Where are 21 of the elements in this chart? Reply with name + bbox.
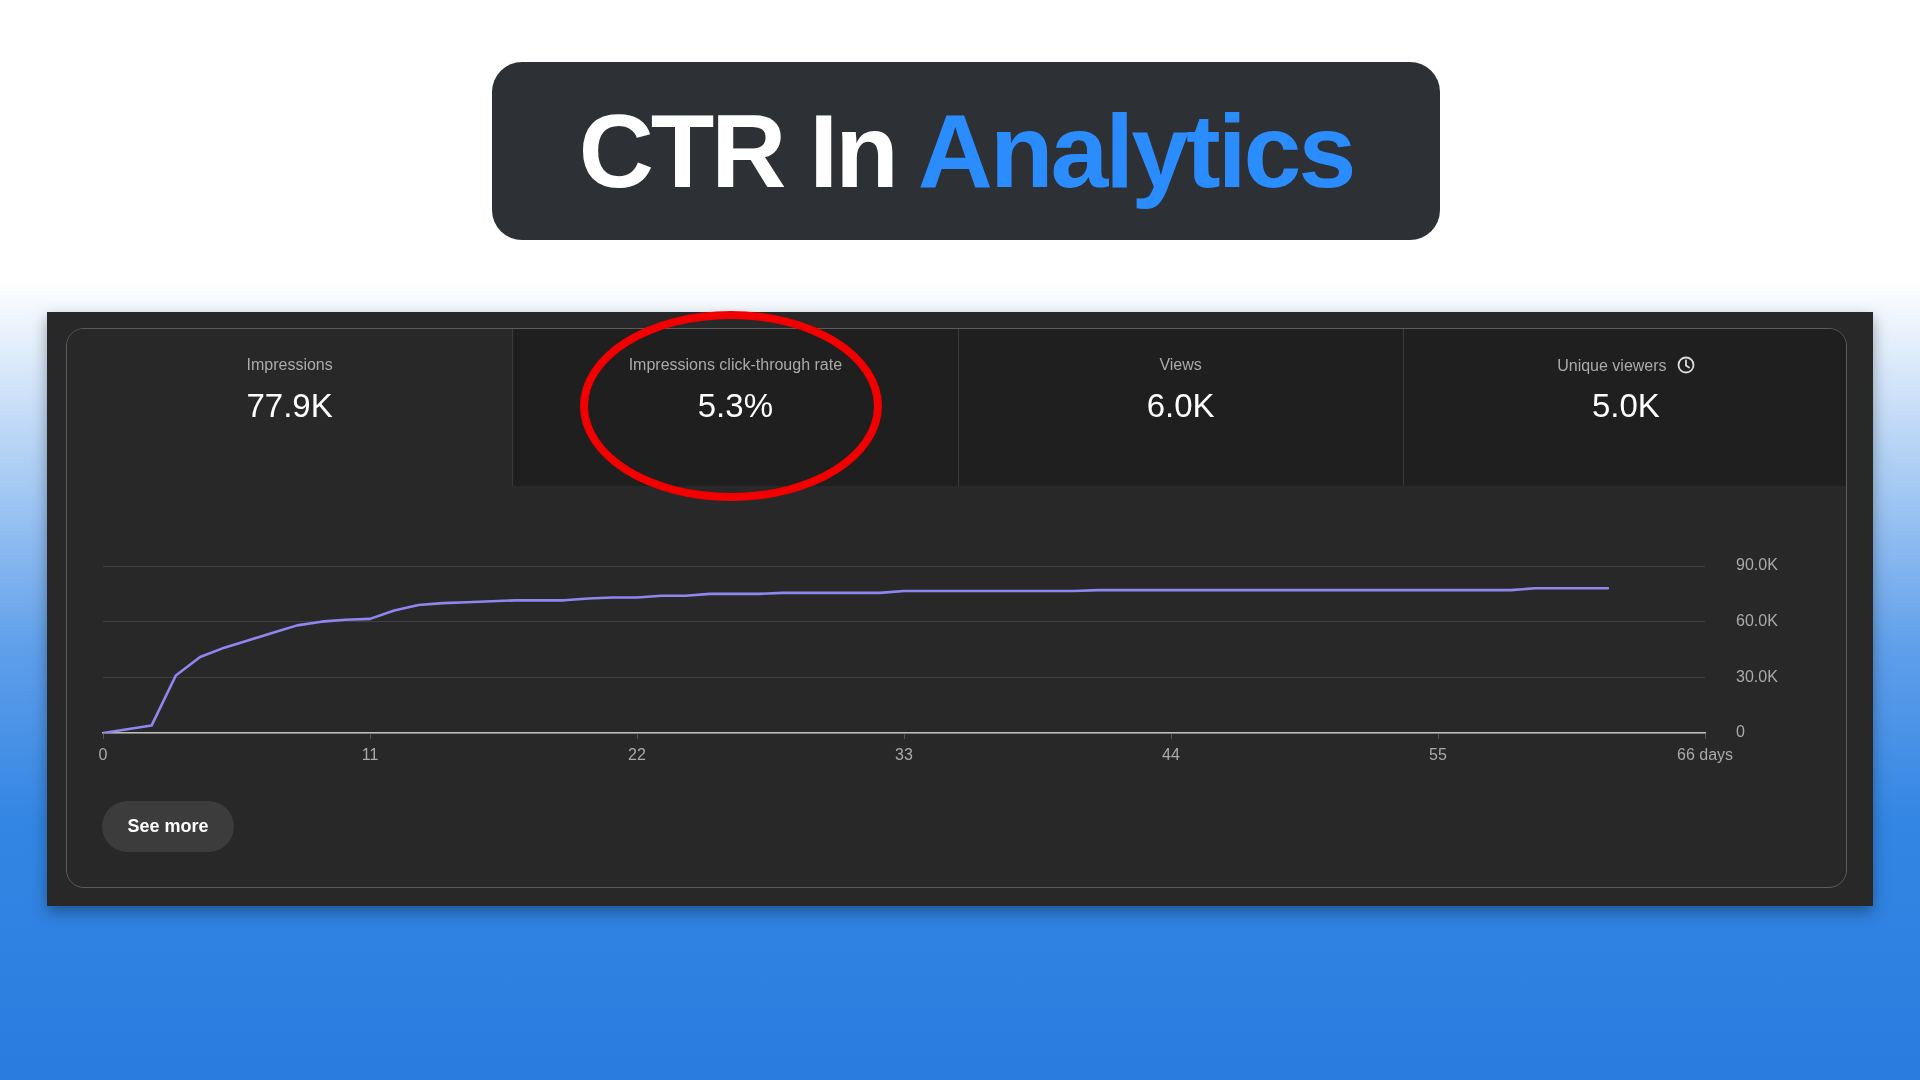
x-tick-label: 0: [98, 746, 108, 764]
text: 5.3%: [697, 387, 773, 425]
button: See more: [102, 801, 234, 852]
x-tick-label: 66 days: [1676, 746, 1734, 764]
text: Views: [1159, 356, 1202, 374]
x-tick-label: 33: [895, 746, 913, 764]
x-tick-label: 44: [1162, 746, 1180, 764]
text: 6.0K: [1146, 387, 1215, 425]
y-tick-label: 0: [1736, 723, 1745, 741]
text: Impressions click-through rate: [628, 356, 843, 374]
chart-title: CTR In Analytics: [578, 93, 1354, 209]
text: Impressions: [246, 356, 333, 374]
y-tick-label: 60.0K: [1736, 612, 1779, 630]
x-tick-label: 55: [1429, 746, 1447, 764]
text: Unique viewers: [1557, 357, 1667, 375]
y-tick-label: 90.0K: [1736, 556, 1779, 574]
text: 5.0K: [1591, 387, 1660, 425]
text: 77.9K: [246, 387, 333, 425]
x-tick-label: 11: [361, 746, 379, 764]
x-tick-label: 22: [628, 746, 646, 764]
y-tick-label: 30.0K: [1736, 667, 1779, 685]
